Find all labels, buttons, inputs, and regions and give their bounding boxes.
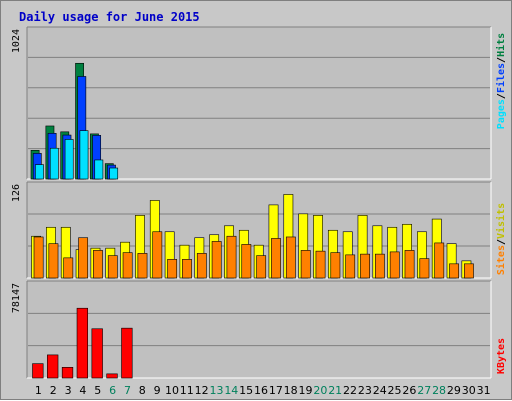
bar-sites — [285, 236, 296, 279]
legend-visits: Visits — [495, 203, 507, 239]
bar-kbytes — [76, 307, 88, 379]
day-label: 3 — [65, 384, 72, 397]
day-label: 14 — [224, 384, 238, 397]
day-label: 19 — [299, 384, 313, 397]
day-label: 22 — [343, 384, 357, 397]
legend-middle: Sites/Visits — [495, 203, 507, 275]
day-label: 6 — [109, 384, 116, 397]
day-label: 2 — [50, 384, 57, 397]
bar-kbytes — [106, 373, 118, 379]
legend-hits: Hits — [495, 33, 507, 57]
day-label: 23 — [358, 384, 372, 397]
bar-sites — [33, 236, 44, 279]
bar-kbytes — [61, 367, 74, 379]
bar-sites — [137, 253, 148, 279]
plot-area-2 — [27, 281, 491, 378]
bar-sites — [300, 250, 311, 279]
day-label: 15 — [239, 384, 253, 397]
bar-sites — [464, 263, 474, 279]
chart-title: Daily usage for June 2015 — [19, 10, 200, 24]
legend-kbytes: KBytes — [496, 338, 507, 374]
bar-kbytes — [121, 327, 133, 379]
bar-kbytes — [32, 363, 44, 379]
legend-sites: Sites — [495, 245, 507, 275]
day-label: 31 — [477, 384, 491, 397]
day-label: 24 — [373, 384, 387, 397]
bar-sites — [404, 250, 415, 279]
day-label: 30 — [462, 384, 476, 397]
bar-sites — [315, 250, 326, 279]
day-label: 17 — [269, 384, 283, 397]
day-label: 21 — [328, 384, 342, 397]
legend-separator: / — [496, 93, 507, 99]
bar-sites — [226, 235, 237, 279]
day-label: 29 — [447, 384, 461, 397]
bar-sites — [93, 250, 103, 279]
day-label: 16 — [254, 384, 268, 397]
day-label: 28 — [432, 384, 446, 397]
day-label: 1 — [35, 384, 42, 397]
day-label: 9 — [154, 384, 161, 397]
bar-pages — [109, 167, 119, 180]
day-label: 26 — [402, 384, 416, 397]
legend-bottom: KBytes — [496, 338, 507, 374]
bar-kbytes — [47, 354, 59, 379]
plot-area-0 — [27, 27, 491, 179]
scale-max-label: 1024 — [11, 29, 22, 53]
bar-sites — [345, 254, 356, 279]
bar-sites — [196, 253, 207, 279]
day-label: 12 — [195, 384, 209, 397]
bar-sites — [389, 251, 400, 279]
bar-sites — [241, 244, 252, 279]
scale-max-label: 78147 — [11, 283, 22, 313]
bar-sites — [419, 258, 430, 279]
scale-max-label: 126 — [11, 184, 22, 202]
bar-sites — [107, 255, 118, 279]
bar-sites — [330, 252, 341, 279]
day-label: 8 — [139, 384, 146, 397]
bar-pages — [64, 139, 74, 180]
bar-sites — [256, 255, 267, 279]
day-label: 18 — [284, 384, 298, 397]
legend-pages: Pages — [496, 99, 507, 129]
legend-top: Pages/Files/Hits — [495, 33, 507, 129]
day-label: 27 — [417, 384, 431, 397]
day-label: 7 — [124, 384, 131, 397]
day-label: 20 — [313, 384, 327, 397]
legend-files: Files — [495, 63, 507, 93]
bar-pages — [35, 164, 44, 180]
bar-sites — [167, 259, 178, 279]
bar-pages — [94, 159, 104, 180]
bar-sites — [78, 237, 89, 279]
bar-sites — [434, 242, 445, 279]
day-label: 5 — [94, 384, 101, 397]
bar-pages — [49, 147, 59, 180]
bar-sites — [48, 243, 59, 279]
bar-sites — [271, 238, 281, 279]
day-label: 4 — [79, 384, 86, 397]
bar-sites — [63, 257, 74, 279]
bar-sites — [449, 263, 459, 279]
bar-sites — [360, 253, 370, 279]
legend-separator: / — [496, 239, 507, 245]
bar-sites — [152, 231, 163, 279]
bar-sites — [122, 252, 133, 279]
legend-separator: / — [496, 57, 507, 63]
day-label: 11 — [180, 384, 194, 397]
bar-sites — [211, 241, 222, 279]
day-label: 13 — [209, 384, 223, 397]
day-label: 10 — [165, 384, 179, 397]
day-label: 25 — [388, 384, 402, 397]
bar-kbytes — [91, 328, 103, 379]
bar-sites — [182, 259, 192, 279]
bar-pages — [79, 130, 89, 180]
bar-sites — [374, 253, 385, 279]
